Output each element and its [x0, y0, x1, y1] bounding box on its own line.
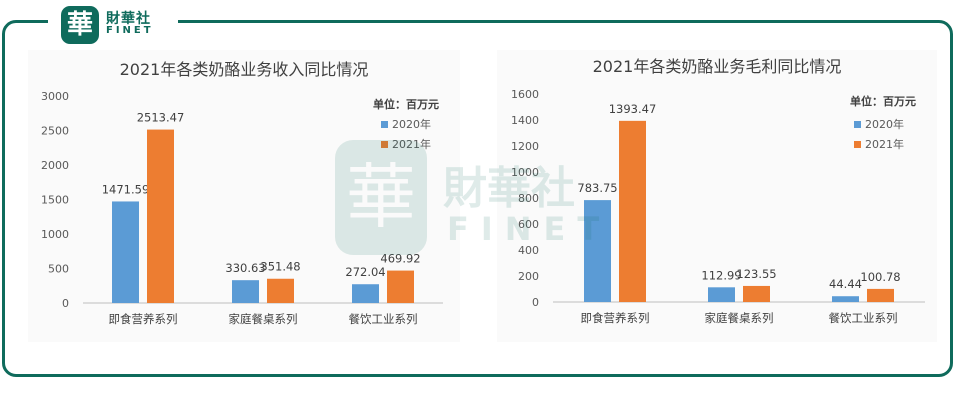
legend-swatch [854, 141, 861, 148]
bar-2021 [267, 278, 294, 303]
y-tick-label: 800 [518, 192, 539, 205]
y-tick-label: 1200 [511, 140, 539, 153]
revenue-chart: 2021年各类奶酪业务收入同比情况 0 500 1000 1500 2000 2500 300… [41, 60, 443, 326]
legend-label: 2021年 [392, 137, 431, 151]
y-tick-label: 0 [62, 297, 69, 310]
bar-2021 [743, 285, 770, 302]
legend-label: 2021年 [865, 137, 904, 151]
y-tick-label: 1600 [511, 88, 539, 101]
gross-profit-chart-panel: 2021年各类奶酪业务毛利同比情况 0 200 400 600 800 1000 1200 14… [497, 50, 937, 342]
y-tick-label: 600 [518, 218, 539, 231]
y-tick-label: 0 [532, 296, 539, 309]
legend-swatch [854, 121, 861, 128]
x-tick-label: 家庭餐桌系列 [229, 312, 298, 326]
chart-title: 2021年各类奶酪业务毛利同比情况 [593, 57, 842, 76]
brand-name-en: FINET [106, 25, 154, 36]
y-tick-label: 1000 [511, 166, 539, 179]
legend-label: 2020年 [392, 117, 431, 131]
y-tick-label: 3000 [41, 90, 69, 103]
data-label: 100.78 [860, 270, 900, 284]
revenue-chart-panel: 2021年各类奶酪业务收入同比情况 0 500 1000 1500 2000 2500 300… [28, 50, 460, 342]
bar-2021 [867, 288, 894, 302]
bar-2020 [708, 287, 735, 302]
x-tick-label: 家庭餐桌系列 [705, 311, 774, 325]
data-label: 123.55 [736, 267, 776, 281]
bar-2021 [387, 270, 414, 303]
bar-2021 [619, 120, 646, 302]
data-label: 351.48 [260, 260, 300, 274]
x-tick-label: 即食营养系列 [109, 312, 178, 326]
unit-label: 单位：百万元 [850, 94, 916, 108]
chart-title: 2021年各类奶酪业务收入同比情况 [120, 60, 369, 79]
bar-2021 [147, 129, 174, 303]
y-tick-label: 200 [518, 270, 539, 283]
x-tick-label: 餐饮工业系列 [349, 312, 418, 326]
y-tick-label: 1000 [41, 228, 69, 241]
bar-2020 [352, 284, 379, 303]
x-tick-label: 即食营养系列 [581, 311, 650, 325]
data-label: 2513.47 [137, 111, 185, 125]
brand-name-cn: 財華社 [106, 11, 151, 27]
bar-2020 [832, 296, 859, 302]
y-tick-label: 400 [518, 244, 539, 257]
legend-label: 2020年 [865, 117, 904, 131]
bar-2020 [584, 200, 611, 302]
y-tick-label: 500 [48, 263, 69, 276]
x-tick-label: 餐饮工业系列 [829, 311, 898, 325]
bar-2020 [112, 201, 139, 303]
unit-label: 单位：百万元 [373, 97, 439, 111]
data-label: 272.04 [345, 265, 385, 279]
bar-2020 [232, 280, 259, 303]
y-tick-label: 1400 [511, 114, 539, 127]
data-label: 1471.59 [102, 182, 150, 196]
data-label: 1393.47 [609, 102, 657, 116]
data-label: 112.99 [701, 268, 741, 282]
y-tick-label: 1500 [41, 194, 69, 207]
y-tick-label: 2000 [41, 159, 69, 172]
legend-swatch [381, 141, 388, 148]
data-label: 44.44 [829, 277, 862, 291]
legend-swatch [381, 121, 388, 128]
gross-profit-chart: 2021年各类奶酪业务毛利同比情况 0 200 400 600 800 1000 1200 14… [511, 57, 925, 325]
data-label: 330.63 [225, 261, 265, 275]
data-label: 783.75 [577, 181, 617, 195]
brand-logo-icon: 華 [61, 6, 99, 44]
data-label: 469.92 [380, 252, 420, 266]
y-tick-label: 2500 [41, 125, 69, 138]
